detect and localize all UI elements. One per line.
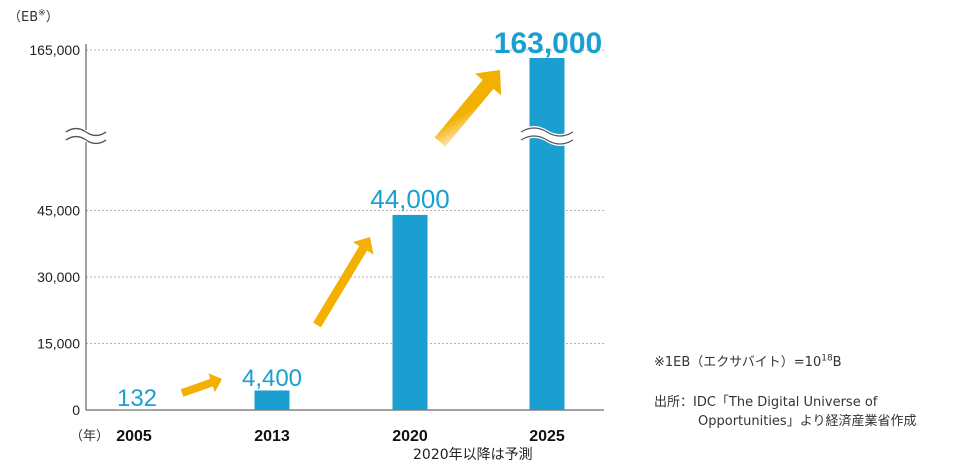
bar-2005	[116, 409, 152, 410]
year-marker: （年）	[70, 429, 110, 444]
bar-2025	[529, 58, 565, 410]
x-tick-label: 2025	[529, 428, 565, 445]
axis-break-icon	[65, 135, 107, 145]
value-label-2005: 132	[117, 385, 157, 412]
y-tick-label: 30,000	[37, 269, 80, 285]
bar-break-icon	[520, 135, 574, 145]
y-tick-label: 15,000	[37, 336, 80, 352]
bar-break-icon	[520, 127, 574, 137]
arrow-2013-2020	[313, 236, 374, 328]
bar-2020	[392, 214, 428, 410]
value-label-2025: 163,000	[494, 27, 602, 60]
y-tick-label: 165,000	[29, 42, 80, 58]
y-tick-label: 45,000	[37, 203, 80, 219]
bar-2013	[254, 390, 290, 410]
value-label-2020: 44,000	[370, 184, 450, 214]
source-note: 出所：IDC「The Digital Universe of Opportuni…	[654, 395, 917, 429]
forecast-note: 2020年以降は予測	[413, 447, 533, 463]
y-tick-label: 0	[72, 402, 80, 418]
axis-break-icon	[65, 127, 107, 137]
unit-footnote: ※1EB（エクサバイト）=1018B	[654, 353, 842, 370]
arrow-2005-2013	[180, 373, 222, 397]
axis-break-gap	[84, 130, 88, 142]
bar-break-gap	[521, 126, 573, 146]
x-tick-label: 2005	[116, 428, 152, 445]
x-tick-label: 2020	[392, 428, 428, 445]
x-tick-label: 2013	[254, 428, 290, 445]
value-label-2013: 4,400	[242, 365, 302, 392]
y-axis-unit: （EB※）	[8, 8, 59, 25]
arrow-2020-2025	[434, 69, 502, 147]
